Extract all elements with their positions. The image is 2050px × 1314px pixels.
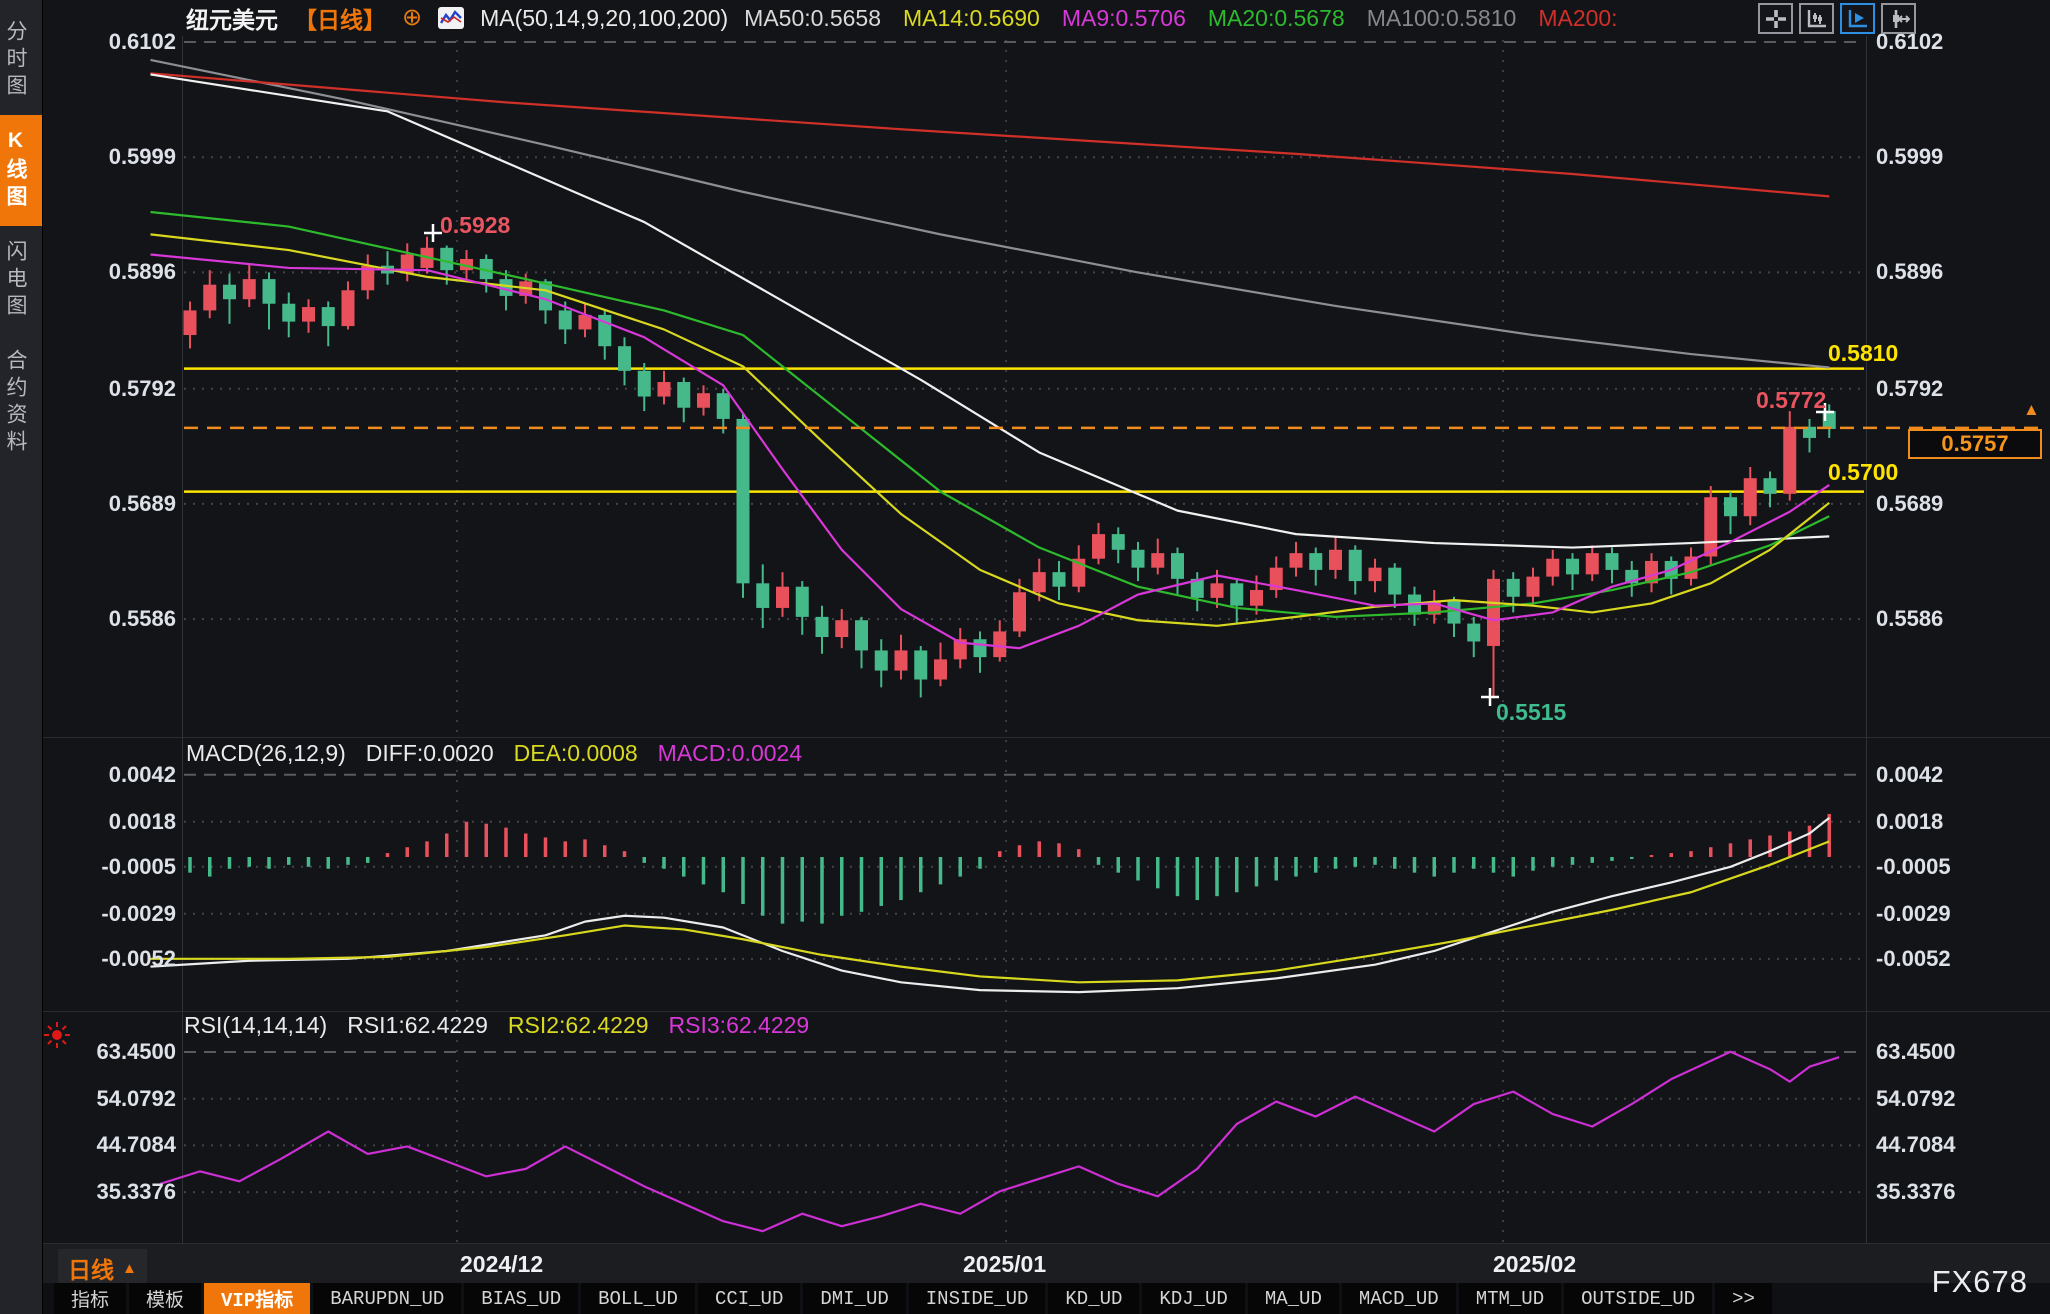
symbol-name: 纽元美元 — [186, 7, 278, 33]
axis-label: 0.5689 — [1876, 490, 1944, 516]
toolbar-range-icon[interactable] — [1881, 3, 1916, 34]
indicator-tab[interactable]: VIP指标 — [204, 1283, 311, 1314]
axis-label: 0.0042 — [1876, 761, 1944, 787]
date-label: 2025/01 — [963, 1251, 1047, 1277]
axis-label: -0.0052 — [1876, 945, 1951, 971]
ma-values: MA50:0.5658 MA14:0.5690 MA9:0.5706 MA20:0.5… — [744, 5, 1617, 32]
macd-title[interactable]: MACD(26,12,9) — [186, 740, 346, 766]
upper-level-label: 0.5810 — [1828, 340, 1899, 366]
indicator-tab[interactable]: CCI_UD — [697, 1283, 801, 1314]
toolbar-play-axis-icon[interactable] — [1840, 3, 1875, 34]
axis-label: 54.0792 — [1876, 1085, 1956, 1111]
recent-high-label: 0.5772 — [1756, 387, 1827, 413]
swing-low-label: 0.5515 — [1496, 699, 1567, 725]
indicator-tab[interactable]: MACD_UD — [1341, 1283, 1456, 1314]
axis-label: 0.5689 — [108, 490, 176, 516]
axis-label: 0.5999 — [108, 144, 176, 170]
axis-label: 35.3376 — [96, 1179, 176, 1205]
axis-label: -0.0005 — [1876, 853, 1951, 879]
axis-label: -0.0029 — [1876, 900, 1951, 926]
indicator-tab-bar: 指标 模板 VIP指标 BARUPDN_UD BIAS_UD BOLL_UD CCI_UD D… — [42, 1283, 2050, 1314]
rsi3-value: RSI3:62.4229 — [668, 1012, 810, 1038]
swing-high-label: 0.5928 — [440, 212, 511, 238]
axis-label: 63.4500 — [96, 1039, 176, 1064]
indicator-tab[interactable]: BOLL_UD — [581, 1283, 695, 1314]
date-label: 2024/12 — [460, 1251, 544, 1277]
rsi2-value: RSI2:62.4229 — [507, 1012, 649, 1038]
ma-settings-label[interactable]: MA(50,14,9,20,100,200) — [480, 4, 729, 31]
axis-label: 63.4500 — [1876, 1039, 1956, 1064]
axis-label: 0.5999 — [1876, 144, 1944, 170]
rsi-title[interactable]: RSI(14,14,14) — [184, 1012, 328, 1038]
axis-label: 54.0792 — [96, 1085, 176, 1111]
axis-label: 0.0042 — [108, 761, 176, 787]
sidebar-item-time-chart[interactable]: 分时图 — [4, 20, 27, 101]
macd-dea-value: DEA:0.0008 — [513, 740, 638, 766]
indicator-tab[interactable]: KDJ_UD — [1142, 1283, 1245, 1314]
indicator-tab[interactable]: MTM_UD — [1458, 1283, 1562, 1314]
axis-label: 0.0018 — [108, 808, 176, 834]
current-price-arrow-icon: ▲ — [2023, 400, 2040, 419]
indicator-tab[interactable]: 指标 — [54, 1283, 127, 1314]
axis-label: -0.0052 — [101, 945, 176, 971]
indicator-tab[interactable]: MA_UD — [1247, 1283, 1339, 1314]
axis-label: 0.0018 — [1876, 808, 1944, 834]
rsi1-value: RSI1:62.4229 — [347, 1012, 488, 1038]
toolbar-candle-axis-icon[interactable] — [1799, 3, 1834, 34]
alert-dot-icon[interactable] — [42, 1020, 72, 1055]
indicator-tab[interactable]: BARUPDN_UD — [313, 1283, 462, 1314]
axis-label: 35.3376 — [1876, 1179, 1956, 1205]
lower-level-label: 0.5700 — [1828, 459, 1899, 485]
axis-label: 0.5896 — [108, 259, 176, 285]
chart-toolbar — [1758, 3, 1916, 34]
indicator-tab[interactable]: KD_UD — [1048, 1283, 1140, 1314]
ma-value: MA9:0.5706 — [1061, 4, 1186, 31]
triangle-up-icon: ▲ — [122, 1259, 137, 1277]
period-selector[interactable]: 日线 ▲ — [58, 1249, 147, 1287]
toolbar-crosshair-icon[interactable] — [1758, 3, 1793, 34]
macd-diff-value: DIFF:0.0020 — [365, 740, 494, 766]
macd-value: MACD:0.0024 — [657, 740, 803, 766]
sidebar-item-flash-chart[interactable]: 闪电图 — [4, 240, 27, 321]
axis-label: 0.5792 — [1876, 375, 1944, 401]
indicator-tab[interactable]: INSIDE_UD — [908, 1283, 1046, 1314]
ma-value: MA50:0.5658 — [744, 4, 881, 31]
ma-value: MA20:0.5678 — [1207, 4, 1345, 31]
axis-label: -0.0005 — [101, 853, 176, 879]
ma-value: MA100:0.5810 — [1366, 4, 1517, 31]
axis-label: 0.5586 — [1876, 606, 1944, 632]
indicator-tab[interactable]: DMI_UD — [803, 1283, 906, 1314]
date-axis-strip: 日线 ▲ 2024/12 2025/01 2025/02 — [42, 1243, 2050, 1287]
macd-header: MACD(26,12,9) DIFF:0.0020 DEA:0.0008 MAC… — [186, 740, 802, 767]
axis-label: 0.5586 — [108, 606, 176, 632]
axis-label: 44.7084 — [1876, 1132, 1956, 1158]
chart-header: 纽元美元 【日线】 ⊕ MA(50,14,9,20,100,200) MA50:… — [186, 3, 1618, 34]
ma-value: MA200: — [1538, 4, 1618, 31]
add-circle-icon[interactable]: ⊕ — [402, 4, 423, 31]
current-price-box: 0.5757 — [1908, 429, 2042, 459]
axis-label: -0.0029 — [101, 900, 176, 926]
indicator-tab[interactable]: OUTSIDE_UD — [1564, 1283, 1713, 1314]
axis-label: 44.7084 — [96, 1132, 176, 1158]
brand-watermark: FX678 — [1931, 1264, 2028, 1299]
sidebar-item-contract-info[interactable]: 合约资料 — [4, 349, 27, 457]
indicator-tab[interactable]: >> — [1715, 1283, 1772, 1314]
rsi-header: RSI(14,14,14) RSI1:62.4229 RSI2:62.4229 … — [184, 1012, 809, 1039]
ma-value: MA14:0.5690 — [903, 4, 1040, 31]
date-label: 2025/02 — [1493, 1251, 1577, 1277]
axis-label: 0.5896 — [1876, 259, 1944, 285]
period-tag: 【日线】 — [294, 7, 386, 33]
sidebar: 分时图 K线图 闪电图 合约资料 — [0, 0, 43, 1314]
indicator-tab[interactable]: 模板 — [129, 1283, 202, 1314]
period-label: 日线 — [68, 1257, 114, 1283]
mini-chart-icon[interactable] — [438, 7, 465, 29]
indicator-tab[interactable]: BIAS_UD — [464, 1283, 579, 1314]
axis-label: 0.6102 — [108, 29, 176, 54]
axis-label: 0.5792 — [108, 375, 176, 401]
sidebar-item-candle-chart[interactable]: K线图 — [0, 115, 42, 226]
